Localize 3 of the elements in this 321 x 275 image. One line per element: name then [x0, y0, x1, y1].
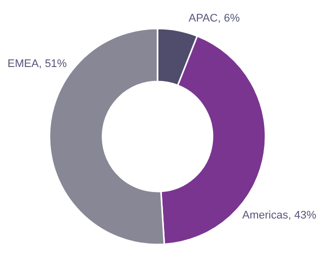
slice-label: Americas, 43% — [242, 210, 316, 222]
slice-label: EMEA, 51% — [8, 58, 68, 70]
slice-label: APAC, 6% — [188, 12, 240, 25]
